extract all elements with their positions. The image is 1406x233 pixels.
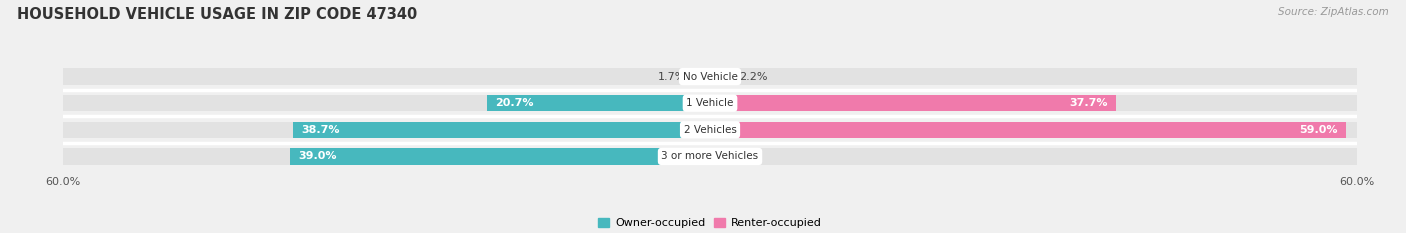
Bar	[710, 148, 721, 165]
Bar	[63, 95, 1357, 111]
Bar	[63, 68, 1357, 85]
Text: 3 or more Vehicles: 3 or more Vehicles	[661, 151, 759, 161]
Text: 38.7%: 38.7%	[301, 125, 340, 135]
Text: HOUSEHOLD VEHICLE USAGE IN ZIP CODE 47340: HOUSEHOLD VEHICLE USAGE IN ZIP CODE 4734…	[17, 7, 418, 22]
Text: 20.7%: 20.7%	[495, 98, 534, 108]
Text: 1.7%: 1.7%	[658, 72, 686, 82]
Text: 1.1%: 1.1%	[727, 151, 755, 161]
Bar	[486, 95, 710, 111]
Text: 37.7%: 37.7%	[1070, 98, 1108, 108]
Bar	[692, 68, 710, 85]
Text: 2 Vehicles: 2 Vehicles	[683, 125, 737, 135]
Text: 1 Vehicle: 1 Vehicle	[686, 98, 734, 108]
Text: Source: ZipAtlas.com: Source: ZipAtlas.com	[1278, 7, 1389, 17]
Bar	[290, 148, 710, 165]
Text: 2.2%: 2.2%	[740, 72, 768, 82]
Bar	[63, 122, 1357, 138]
Bar	[710, 68, 734, 85]
Text: 59.0%: 59.0%	[1299, 125, 1337, 135]
Legend: Owner-occupied, Renter-occupied: Owner-occupied, Renter-occupied	[599, 218, 821, 228]
Bar	[710, 122, 1346, 138]
Bar	[292, 122, 710, 138]
Bar	[710, 95, 1116, 111]
Text: No Vehicle: No Vehicle	[682, 72, 738, 82]
Text: 39.0%: 39.0%	[298, 151, 337, 161]
Bar	[63, 148, 1357, 165]
